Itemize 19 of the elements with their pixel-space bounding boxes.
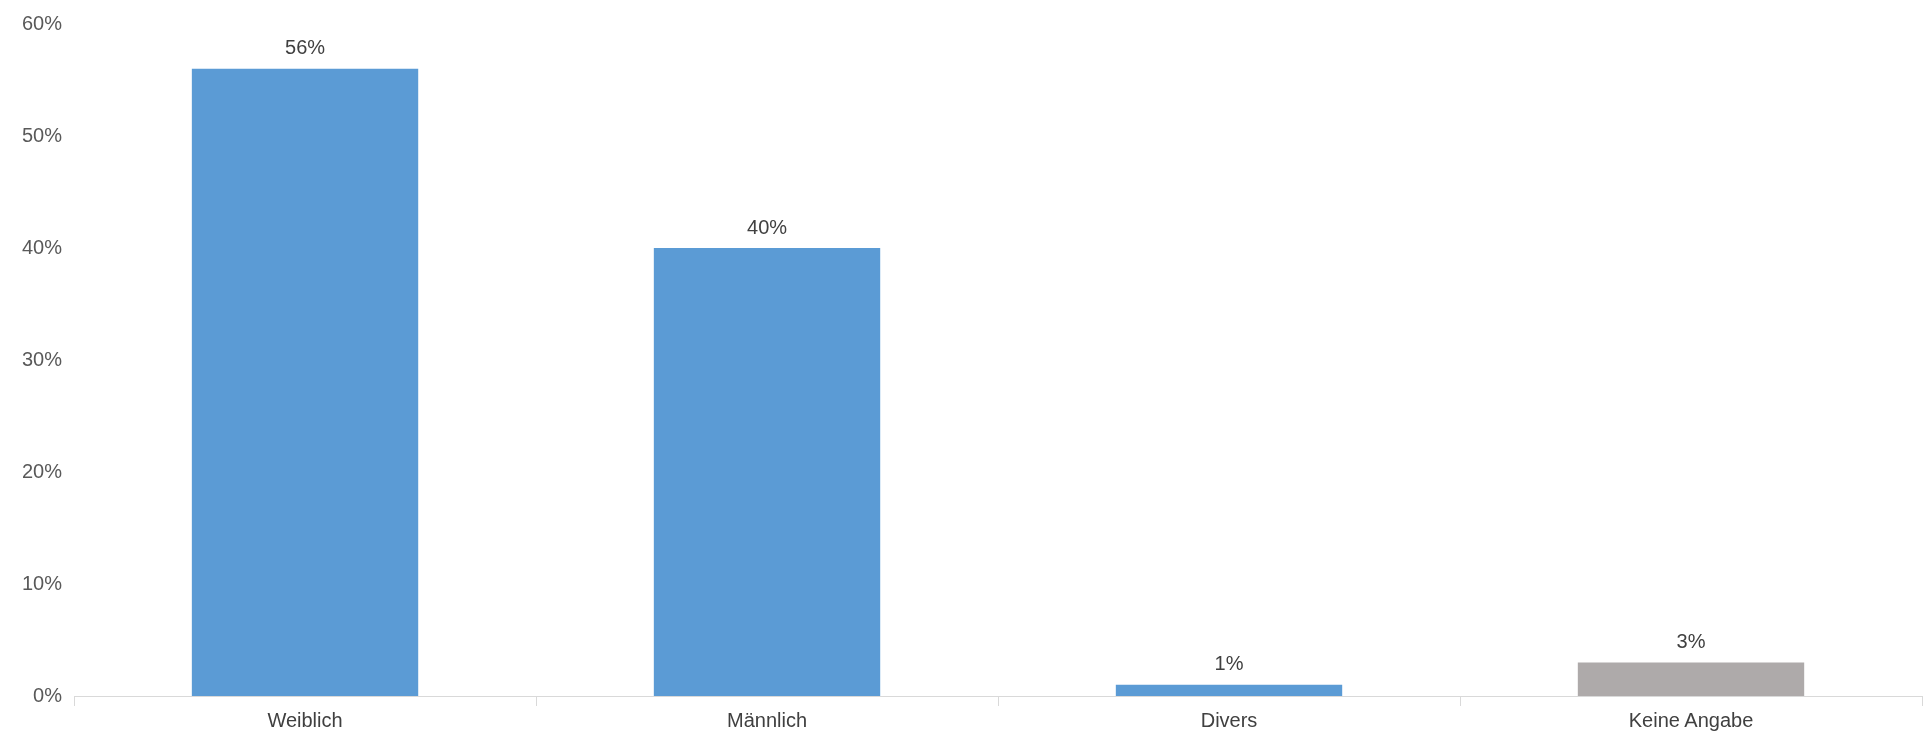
y-tick-label: 10%: [22, 571, 63, 594]
y-tick-label: 20%: [22, 459, 63, 482]
x-tick-label: Männlich: [726, 708, 808, 731]
bar: [191, 68, 419, 696]
y-tick-label: 30%: [22, 347, 63, 370]
data-label: 3%: [1676, 629, 1706, 652]
y-tick-label: 40%: [22, 235, 63, 258]
data-label: 40%: [747, 215, 788, 238]
bar: [653, 248, 881, 696]
x-tick-label: Weiblich: [267, 708, 343, 731]
y-tick-label: 50%: [22, 123, 63, 146]
bar: [1115, 684, 1343, 696]
bar: [1577, 662, 1805, 696]
y-tick-label: 0%: [33, 683, 63, 706]
data-label: 56%: [285, 36, 326, 59]
y-tick-label: 60%: [22, 11, 63, 34]
data-label: 1%: [1214, 652, 1244, 675]
x-tick-label: Divers: [1200, 708, 1258, 731]
x-tick-label: Keine Angabe: [1628, 708, 1754, 731]
